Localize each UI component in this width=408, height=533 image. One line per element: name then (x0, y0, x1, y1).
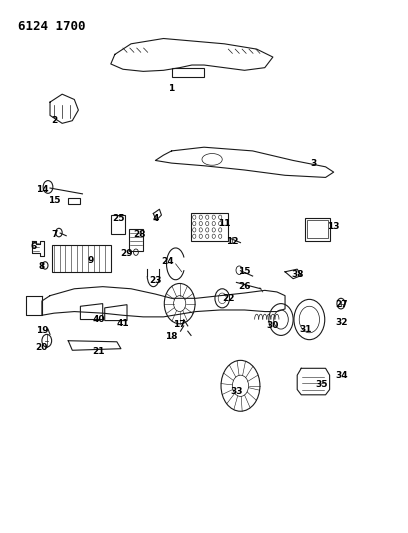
Text: 2: 2 (51, 116, 57, 125)
Text: 27: 27 (335, 300, 348, 309)
Text: 24: 24 (161, 257, 174, 265)
Text: 18: 18 (165, 332, 178, 341)
Text: 6124 1700: 6124 1700 (18, 20, 85, 33)
Text: 9: 9 (87, 256, 94, 265)
Text: 32: 32 (335, 318, 348, 327)
Text: 29: 29 (121, 249, 133, 258)
Text: 13: 13 (328, 222, 340, 231)
Text: 40: 40 (92, 315, 105, 324)
Text: 17: 17 (173, 320, 186, 329)
Text: 12: 12 (226, 237, 239, 246)
Text: 8: 8 (39, 262, 45, 271)
Text: 3: 3 (310, 159, 317, 167)
Text: 11: 11 (218, 219, 231, 228)
Text: 14: 14 (35, 185, 48, 194)
Text: 4: 4 (152, 214, 159, 223)
Text: 33: 33 (230, 386, 243, 395)
Text: 1: 1 (169, 84, 175, 93)
Text: 22: 22 (222, 294, 235, 303)
Text: 30: 30 (267, 321, 279, 330)
Text: 23: 23 (149, 276, 162, 285)
Text: 26: 26 (238, 282, 251, 291)
Text: 15: 15 (48, 196, 60, 205)
Text: 20: 20 (36, 343, 48, 352)
Text: 31: 31 (299, 325, 312, 334)
Text: 19: 19 (35, 326, 48, 335)
Text: 15: 15 (238, 268, 251, 276)
Text: 21: 21 (92, 347, 105, 356)
Text: 34: 34 (335, 370, 348, 379)
Text: 38: 38 (291, 270, 304, 279)
Text: 7: 7 (51, 230, 57, 239)
Text: 6: 6 (31, 242, 37, 251)
Text: 25: 25 (113, 214, 125, 223)
Text: 41: 41 (117, 319, 129, 328)
Text: 28: 28 (133, 230, 145, 239)
Text: 35: 35 (315, 379, 328, 389)
